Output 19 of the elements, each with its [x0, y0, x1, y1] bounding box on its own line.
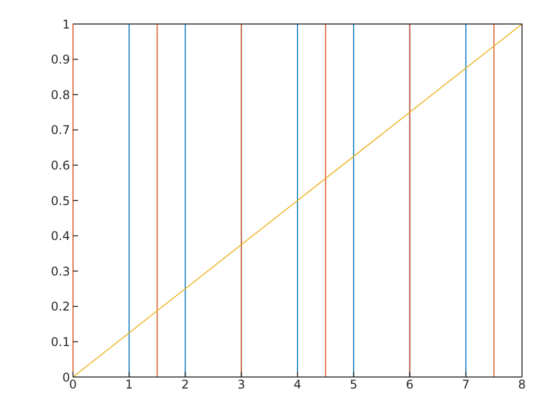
y-tick-label: 0.2: [50, 300, 70, 314]
x-tick-label: 8: [518, 378, 526, 392]
x-tick-label: 5: [350, 378, 358, 392]
y-tick-label: 0.9: [50, 52, 70, 67]
y-tick-label: 0.3: [50, 264, 70, 278]
line-series: [72, 24, 522, 378]
x-tick-label: 6: [406, 378, 414, 392]
y-tick-label: 0.1: [50, 334, 70, 349]
x-tick-label: 2: [181, 378, 190, 392]
y-tick-label: 0.7: [50, 123, 70, 138]
y-tick-label: 0.4: [50, 229, 70, 244]
x-tick-label: 3: [238, 378, 246, 392]
x-tick-label: 4: [294, 378, 302, 392]
y-tick-label: 0.5: [50, 194, 70, 208]
y-tick-label: 0.8: [50, 88, 70, 102]
x-tick-label: 1: [125, 378, 133, 392]
x-tick-label: 7: [462, 378, 470, 392]
y-tick-label: 0.6: [50, 158, 70, 172]
y-tick-label: 1: [62, 17, 70, 32]
